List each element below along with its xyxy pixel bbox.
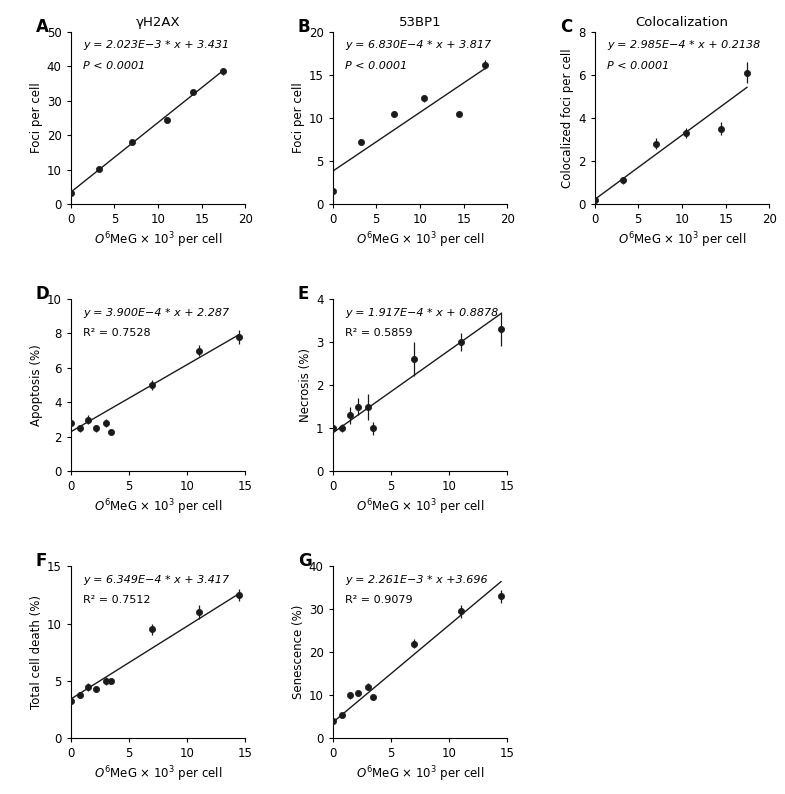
Text: R² = 0.9079: R² = 0.9079 — [345, 596, 412, 605]
Text: y = 3.900E−4 * x + 2.287: y = 3.900E−4 * x + 2.287 — [83, 307, 229, 318]
Title: Colocalization: Colocalization — [636, 16, 728, 29]
Title: 53BP1: 53BP1 — [399, 16, 441, 29]
Y-axis label: Necrosis (%): Necrosis (%) — [299, 348, 312, 422]
Text: R² = 0.7512: R² = 0.7512 — [83, 596, 151, 605]
Y-axis label: Foci per cell: Foci per cell — [291, 83, 305, 153]
Text: G: G — [298, 553, 312, 570]
Text: A: A — [35, 18, 49, 36]
Text: y = 6.830E−4 * x + 3.817: y = 6.830E−4 * x + 3.817 — [345, 40, 491, 50]
Y-axis label: Senescence (%): Senescence (%) — [291, 605, 305, 700]
Text: y = 6.349E−4 * x + 3.417: y = 6.349E−4 * x + 3.417 — [83, 575, 229, 584]
Y-axis label: Foci per cell: Foci per cell — [30, 83, 42, 153]
Y-axis label: Apoptosis (%): Apoptosis (%) — [30, 345, 42, 426]
Text: F: F — [35, 553, 47, 570]
Text: D: D — [35, 285, 49, 303]
Text: P < 0.0001: P < 0.0001 — [83, 61, 145, 71]
Text: y = 2.985E−4 * x + 0.2138: y = 2.985E−4 * x + 0.2138 — [607, 40, 760, 50]
X-axis label: $\mathit{O}^6$MeG × 10$^3$ per cell: $\mathit{O}^6$MeG × 10$^3$ per cell — [356, 230, 484, 250]
Title: γH2AX: γH2AX — [136, 16, 181, 29]
Text: C: C — [560, 18, 572, 36]
Y-axis label: Colocalized foci per cell: Colocalized foci per cell — [561, 48, 574, 187]
X-axis label: $\mathit{O}^6$MeG × 10$^3$ per cell: $\mathit{O}^6$MeG × 10$^3$ per cell — [94, 230, 222, 250]
Text: P < 0.0001: P < 0.0001 — [607, 61, 669, 71]
Text: P < 0.0001: P < 0.0001 — [345, 61, 407, 71]
Text: B: B — [298, 18, 310, 36]
Text: E: E — [298, 285, 309, 303]
X-axis label: $\mathit{O}^6$MeG × 10$^3$ per cell: $\mathit{O}^6$MeG × 10$^3$ per cell — [94, 765, 222, 784]
Text: y = 1.917E−4 * x + 0.8878: y = 1.917E−4 * x + 0.8878 — [345, 307, 498, 318]
Text: y = 2.023E−3 * x + 3.431: y = 2.023E−3 * x + 3.431 — [83, 40, 229, 50]
X-axis label: $\mathit{O}^6$MeG × 10$^3$ per cell: $\mathit{O}^6$MeG × 10$^3$ per cell — [356, 765, 484, 784]
X-axis label: $\mathit{O}^6$MeG × 10$^3$ per cell: $\mathit{O}^6$MeG × 10$^3$ per cell — [94, 498, 222, 517]
Text: y = 2.261E−3 * x +3.696: y = 2.261E−3 * x +3.696 — [345, 575, 487, 584]
Text: R² = 0.5859: R² = 0.5859 — [345, 328, 412, 338]
Y-axis label: Total cell death (%): Total cell death (%) — [30, 596, 42, 709]
X-axis label: $\mathit{O}^6$MeG × 10$^3$ per cell: $\mathit{O}^6$MeG × 10$^3$ per cell — [618, 230, 746, 250]
X-axis label: $\mathit{O}^6$MeG × 10$^3$ per cell: $\mathit{O}^6$MeG × 10$^3$ per cell — [356, 498, 484, 517]
Text: R² = 0.7528: R² = 0.7528 — [83, 328, 151, 338]
